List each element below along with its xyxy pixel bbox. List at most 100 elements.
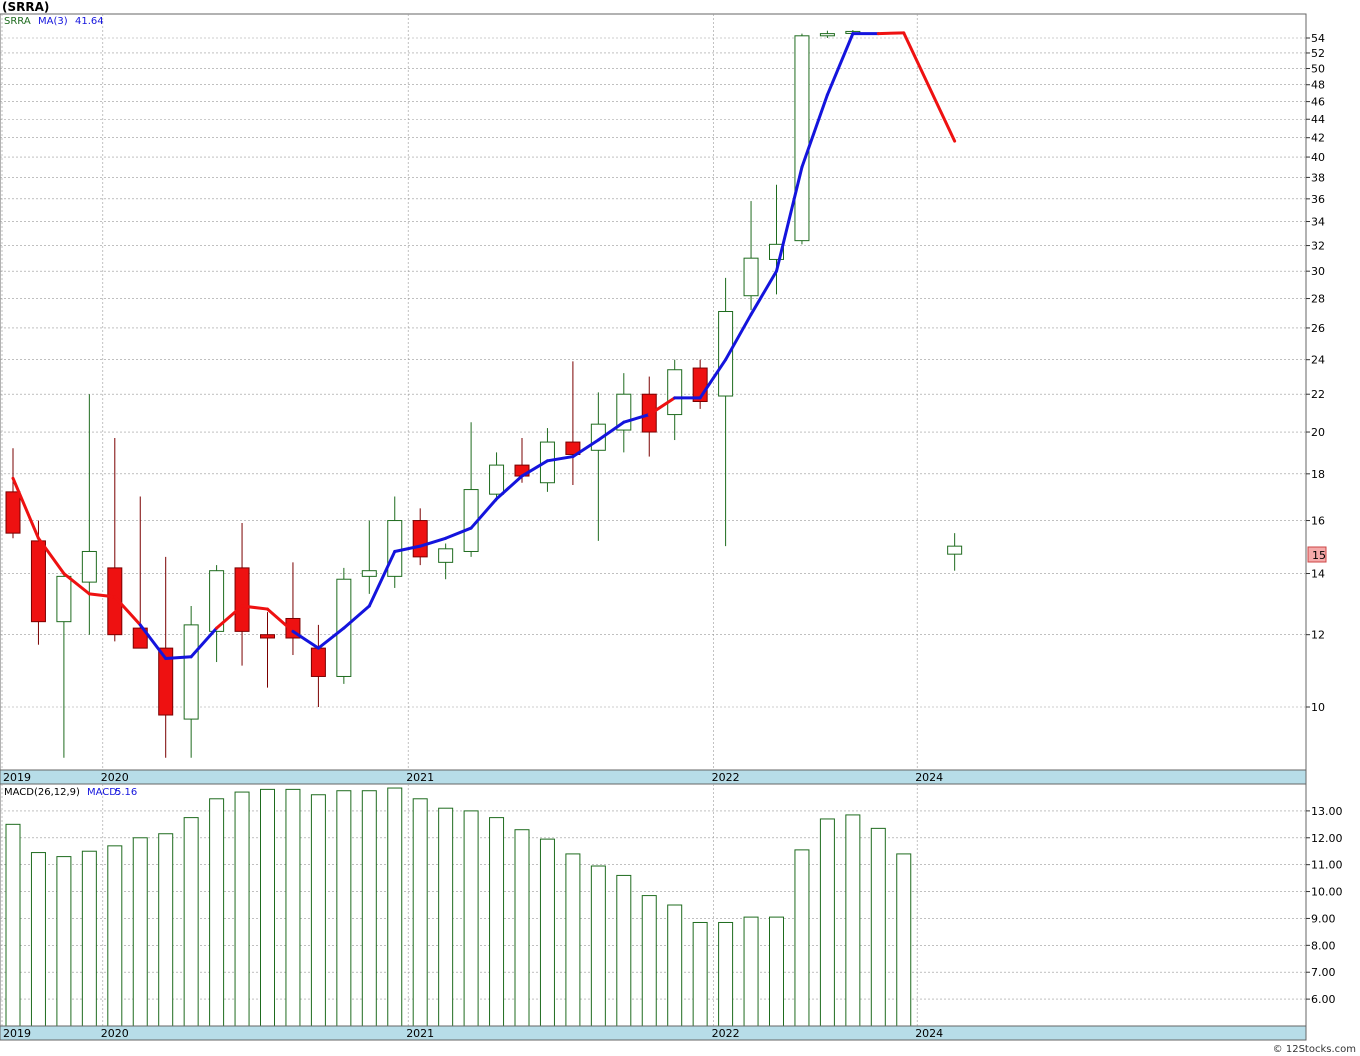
- macd-bar: [310, 794, 326, 1027]
- candle-body: [438, 548, 454, 563]
- price-y-tick-label: 44: [1311, 113, 1325, 126]
- price-y-tick-label: 32: [1311, 240, 1325, 253]
- macd-y-tick-label: 13.00: [1311, 805, 1343, 818]
- macd-bar: [81, 850, 97, 1027]
- candle-body: [718, 311, 734, 397]
- candle-body: [81, 550, 97, 583]
- ma-segment: [749, 269, 778, 316]
- chart-title: (SRRA): [2, 0, 49, 14]
- macd-bar: [692, 921, 708, 1027]
- moving-average-line: [11, 31, 957, 661]
- ma-segment: [775, 165, 804, 273]
- ma-segment: [724, 312, 753, 362]
- macd-x-axis-labels: 2019 2020 2021 2022 2024: [3, 1027, 943, 1040]
- macd-bar: [56, 856, 72, 1027]
- price-y-tick-label: 52: [1311, 47, 1325, 60]
- macd-x-tick-label: 2024: [915, 1027, 943, 1040]
- price-y-tick-label: 12: [1311, 629, 1325, 642]
- macd-bar: [641, 895, 657, 1027]
- price-y-tick-label: 16: [1311, 515, 1325, 528]
- macd-bar: [260, 788, 275, 1027]
- ma-segment: [902, 31, 957, 143]
- candle-down: [5, 448, 21, 539]
- ma-segment: [164, 655, 193, 661]
- ma-segment: [596, 420, 626, 442]
- candle-body: [947, 545, 963, 555]
- macd-y-tick-label: 12.00: [1311, 832, 1343, 845]
- macd-bar: [819, 818, 835, 1027]
- macd-y-tick-label: 9.00: [1311, 912, 1336, 925]
- macd-bar: [30, 852, 46, 1027]
- price-x-axis-labels: 2019 2020 2021 2022 2024: [3, 771, 943, 784]
- price-y-tick-label: 48: [1311, 79, 1325, 92]
- ma-segment: [36, 536, 66, 576]
- macd-bar: [361, 790, 377, 1027]
- ma-segment: [418, 536, 448, 548]
- price-y-tick-label: 30: [1311, 265, 1325, 278]
- candlesticks: [5, 30, 963, 758]
- ma-segment: [545, 455, 575, 463]
- macd-bar: [845, 814, 861, 1027]
- macd-legend: MACD(26,12,9) MACD: 5.16: [4, 787, 137, 798]
- candle-up: [438, 543, 454, 580]
- ma-segment: [266, 607, 295, 633]
- candle-body: [183, 624, 199, 720]
- ma-segment: [825, 32, 855, 97]
- macd-bar: [107, 845, 123, 1027]
- macd-bar: [5, 823, 21, 1027]
- macd-bar: [412, 798, 428, 1027]
- macd-panel: 6.00 7.00 8.00 9.00 10.00 11.00 12.00 13.00 MAC…: [0, 783, 1343, 1027]
- watermark: © 12Stocks.com: [1273, 1044, 1356, 1055]
- candle-up: [336, 567, 352, 684]
- price-x-tick-label: 2021: [406, 771, 434, 784]
- macd-bar: [183, 817, 199, 1027]
- macd-legend-value-label: MACD:: [87, 787, 120, 798]
- macd-bar: [514, 829, 530, 1027]
- price-x-tick-label: 2019: [3, 771, 31, 784]
- macd-bar: [387, 787, 403, 1027]
- candle-body: [310, 647, 326, 677]
- macd-bars: [5, 787, 912, 1027]
- price-y-tick-label: 22: [1311, 388, 1325, 401]
- ma-segment: [520, 459, 549, 478]
- candle-body: [107, 567, 123, 636]
- macd-legend-value: 5.16: [115, 787, 137, 798]
- macd-y-tick-label: 6.00: [1311, 993, 1336, 1006]
- ma-segment: [11, 476, 40, 540]
- ma-segment: [698, 358, 728, 400]
- candle-up: [819, 30, 835, 38]
- macd-bar: [590, 865, 606, 1027]
- macd-bar: [285, 788, 301, 1027]
- price-y-tick-label: 20: [1311, 426, 1325, 439]
- price-plot-area: [0, 13, 1307, 771]
- ma-segment: [138, 623, 168, 661]
- ma-segment: [189, 626, 219, 659]
- price-y-tick-label: 54: [1311, 32, 1325, 45]
- macd-x-axis-background: [0, 1025, 1307, 1041]
- last-price-marker: 15: [1307, 546, 1327, 563]
- candle-down: [107, 438, 123, 642]
- ma-segment: [800, 93, 829, 169]
- candle-body: [5, 491, 21, 534]
- candle-down: [260, 612, 275, 688]
- macd-vertical-gridlines: [1, 784, 918, 1026]
- price-y-tick-label: 46: [1311, 96, 1325, 109]
- candle-up: [489, 452, 505, 502]
- candle-body: [209, 570, 225, 632]
- ma-segment: [367, 549, 397, 608]
- ma-segment: [215, 604, 244, 630]
- candle-down: [30, 520, 46, 645]
- candle-body: [743, 257, 759, 297]
- ma-segment: [647, 396, 677, 417]
- ma-segment: [240, 604, 269, 611]
- legend-symbol: SRRA: [4, 16, 31, 27]
- macd-bar: [158, 833, 174, 1027]
- macd-y-tick-label: 7.00: [1311, 966, 1336, 979]
- candle-up: [209, 565, 225, 663]
- price-y-tick-label: 26: [1311, 322, 1325, 335]
- candle-body: [260, 634, 275, 639]
- candle-up: [56, 573, 72, 758]
- macd-legend-label: MACD(26,12,9): [4, 787, 80, 798]
- macd-y-tick-label: 8.00: [1311, 939, 1336, 952]
